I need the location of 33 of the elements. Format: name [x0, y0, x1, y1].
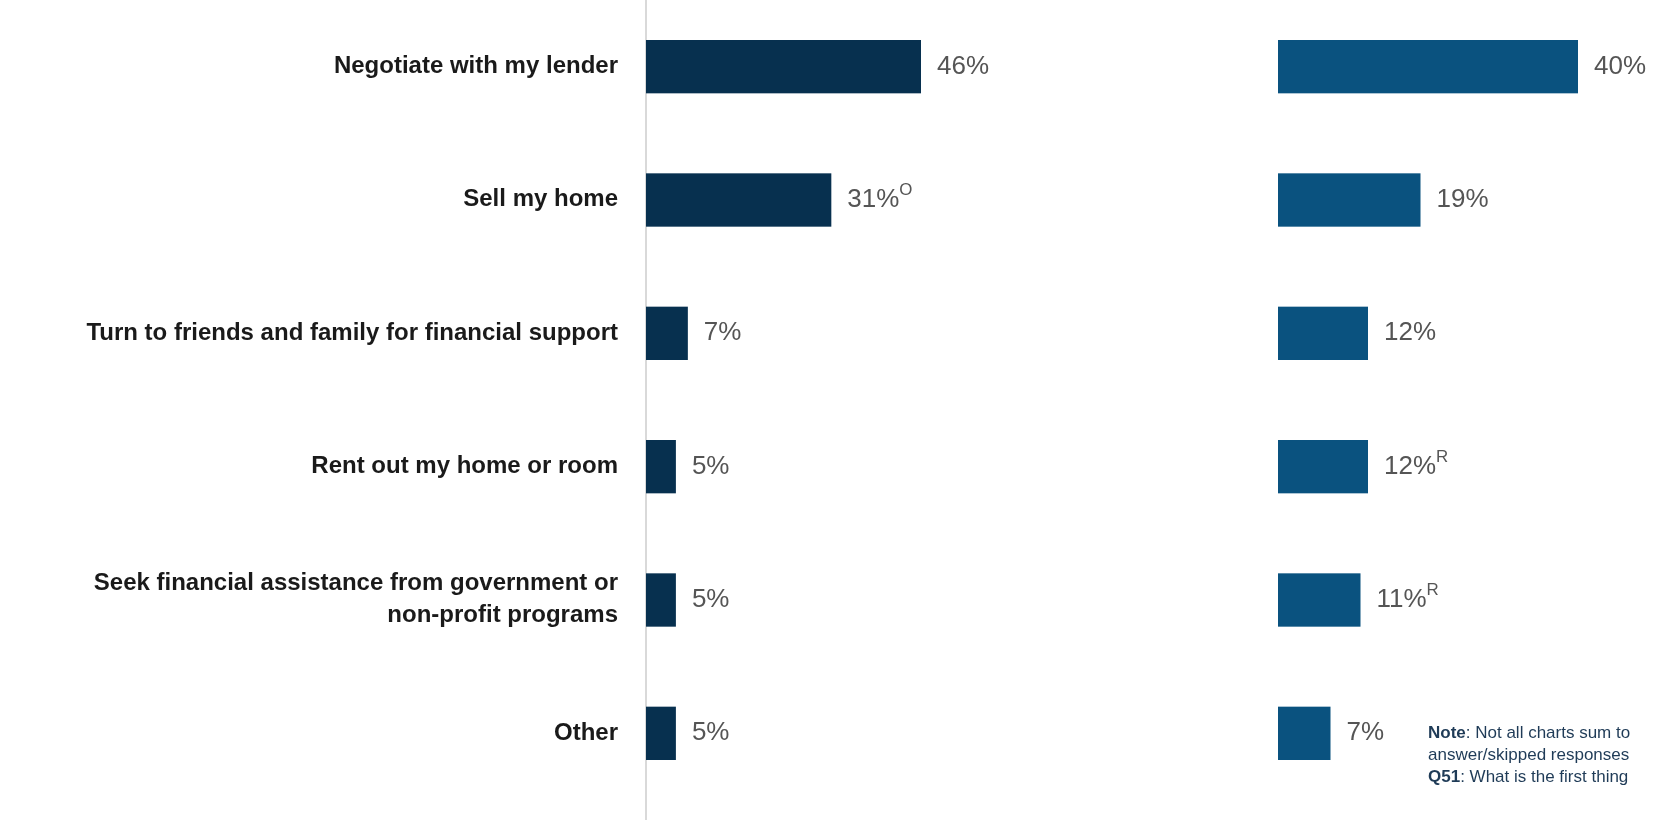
bar: [1278, 706, 1331, 760]
y-tick-label: Other: [553, 717, 618, 745]
data-label: 40%: [1594, 49, 1647, 80]
data-label: 12%: [1384, 316, 1437, 347]
bar: [1278, 40, 1578, 94]
bar: [646, 440, 676, 494]
y-tick-label: Rent out my home or room: [311, 451, 618, 479]
data-label: 46%: [937, 49, 990, 80]
data-label: 7%: [1346, 716, 1385, 747]
annotation: Q51: What is the first thing: [1428, 767, 1629, 786]
annotation: Note: Not all charts sum to: [1428, 723, 1631, 742]
data-label: 11%$^{R}$: [1376, 579, 1439, 613]
bar: [1278, 173, 1421, 227]
y-tick-label: Turn to friends and family for financial support: [86, 317, 618, 345]
data-label: 5%: [691, 716, 730, 747]
y-tick-label: Negotiate with my lender: [333, 51, 618, 79]
bar: [646, 173, 832, 227]
bar: [1278, 573, 1361, 627]
data-label: 31%$^{O}$: [847, 179, 913, 213]
data-label: 7%: [703, 316, 742, 347]
bar: [1278, 440, 1368, 494]
bar: [646, 573, 676, 627]
y-tick-label: Seek financial assistance from government or non-profit programs: [93, 568, 618, 628]
annotation: answer/skipped responses: [1428, 745, 1630, 764]
data-label: 5%: [691, 449, 730, 480]
bar: [646, 306, 688, 360]
data-label: 19%: [1436, 182, 1489, 213]
bar: [646, 706, 676, 760]
bar: [646, 40, 921, 94]
data-label: 5%: [691, 582, 730, 613]
data-label: 12%$^{R}$: [1384, 446, 1449, 480]
y-tick-label: Sell my home: [463, 184, 618, 212]
bar: [1278, 306, 1368, 360]
